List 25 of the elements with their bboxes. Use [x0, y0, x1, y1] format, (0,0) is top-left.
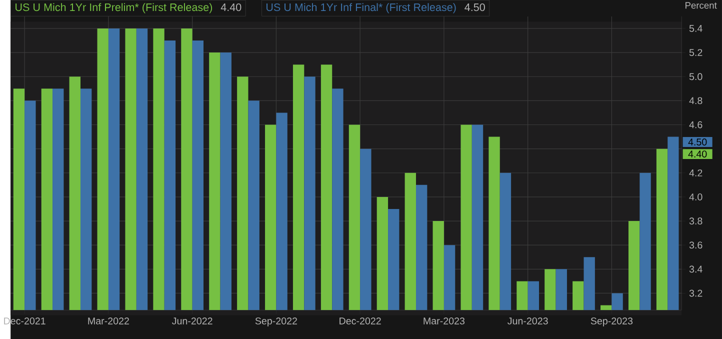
text: 4.40	[220, 3, 242, 12]
y-tick-label: 4.8	[689, 97, 702, 104]
y-axis-title: Percent	[686, 2, 717, 9]
series-label: US U Mich 1Yr Inf Prelim* (First Release)	[16, 3, 212, 14]
text: US U Mich 1Yr Inf Final* (First Release)	[266, 3, 456, 14]
y-tick-label: 3.2	[689, 290, 702, 297]
y-tick-label: 5.4	[689, 25, 702, 32]
y-tick-label: 3.6	[689, 242, 702, 249]
x-tick-label: Sep-2023	[590, 318, 633, 326]
y-tick-label: 4.0	[689, 193, 702, 200]
x-tick-label: Jun-2022	[172, 318, 212, 324]
text: 4.40	[688, 150, 707, 158]
x-tick-label: Mar-2023	[424, 318, 465, 324]
y-tick-label: 3.8	[689, 218, 702, 225]
text: 4.50	[464, 3, 485, 12]
x-tick-label: Jun-2023	[508, 318, 548, 324]
y-tick-label: 4.6	[689, 121, 702, 128]
x-tick-label: Mar-2022	[88, 318, 129, 324]
x-tick-label: Sep-2022	[255, 318, 297, 326]
y-tick-label: 4.2	[689, 169, 702, 176]
y-tick-label: 5.0	[689, 73, 702, 80]
y-tick-label: 3.4	[689, 266, 702, 273]
x-tick-label: Dec-2022	[340, 318, 381, 324]
text: 4.50	[688, 138, 707, 146]
y-tick-label: 5.2	[689, 49, 702, 56]
